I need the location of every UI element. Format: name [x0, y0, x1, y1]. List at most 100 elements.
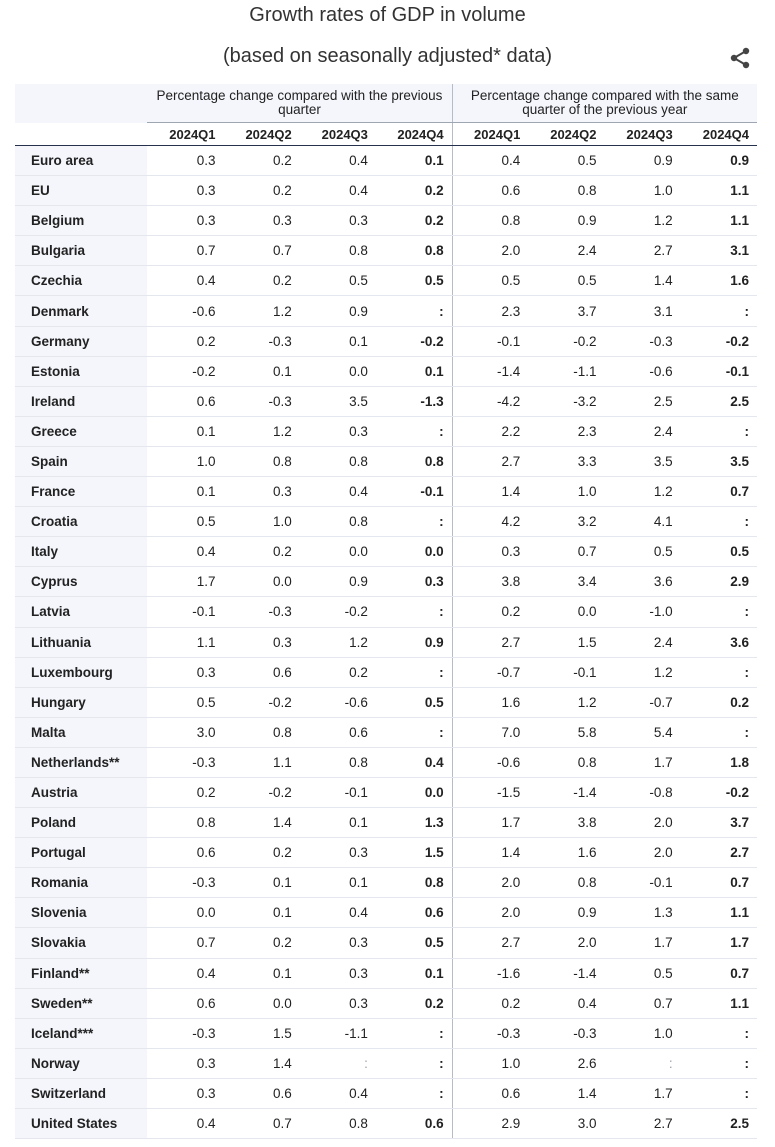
table-cell: : [680, 717, 757, 748]
table-cell: 1.3 [604, 897, 681, 929]
table-cell: 1.4 [604, 265, 681, 297]
table-cell: 1.5 [528, 627, 605, 658]
table-cell: 2.0 [604, 837, 681, 869]
table-row: Croatia 0.5 1.0 0.8:4.2 3.2 4.1: [15, 506, 757, 538]
table-cell: 0.8 [528, 747, 605, 778]
row-country-name: Belgium [15, 205, 148, 237]
table-row: France 0.1 0.3 0.4 -0.1 1.4 1.0 1.2 0.7 [15, 476, 757, 508]
table-cell: 0.4 [299, 897, 376, 929]
table-cell: 0.1 [375, 356, 453, 387]
table-cell: -0.3 [147, 1017, 224, 1049]
table-cell: -0.2 [680, 777, 757, 809]
table-cell: -0.6 [604, 356, 681, 387]
table-cell: 0.2 [375, 175, 453, 207]
table-cell: 3.8 [528, 807, 605, 839]
table-row: Bulgaria 0.7 0.7 0.8 0.8 2.0 2.4 2.7 3.1 [15, 235, 757, 267]
table-cell: : [375, 657, 453, 688]
table-row: Norway 0.3 1.4::1.0 2.6:: [15, 1048, 757, 1079]
table-cell: 0.7 [680, 958, 757, 989]
table-cell: 1.1 [680, 175, 757, 207]
row-country-name: Denmark [15, 295, 148, 327]
table-cell: 0.2 [223, 927, 300, 959]
table-cell: 0.8 [375, 446, 453, 478]
table-cell: 0.2 [375, 988, 453, 1019]
table-cell: 0.8 [528, 175, 605, 207]
table-cell: 4.1 [604, 506, 681, 538]
table-cell: 0.5 [299, 265, 376, 297]
row-country-name: Switzerland [15, 1078, 148, 1110]
table-cell: 0.9 [528, 205, 605, 237]
table-cell: -0.6 [299, 687, 376, 718]
quarter-header: 2024Q2 [528, 122, 605, 146]
table-cell: 5.8 [528, 717, 605, 748]
quarter-header-corner [15, 122, 148, 146]
table-cell: 1.5 [375, 837, 453, 869]
table-row: Hungary 0.5 -0.2 -0.6 0.5 1.6 1.2 -0.7 0.2 [15, 687, 757, 718]
table-row: Finland** 0.4 0.1 0.3 0.1 -1.6 -1.4 0.5 0.7 [15, 958, 757, 989]
table-cell: 2.7 [604, 1107, 681, 1140]
table-cell: 0.3 [299, 416, 376, 447]
quarter-header: 2024Q1 [147, 122, 224, 146]
table-cell: 0.3 [147, 657, 224, 688]
table-cell: 0.6 [375, 897, 453, 929]
table-cell: -0.2 [223, 777, 300, 809]
table-cell: 2.6 [528, 1048, 605, 1079]
table-cell: 3.6 [604, 566, 681, 598]
table-cell: 3.0 [528, 1107, 605, 1140]
table-cell: -0.1 [375, 476, 453, 508]
table-cell: -1.0 [604, 596, 681, 628]
row-country-name: Czechia [15, 265, 148, 297]
table-cell: -0.3 [147, 867, 224, 899]
row-country-name: Slovenia [15, 897, 148, 929]
table-cell: -0.7 [604, 687, 681, 718]
table-cell: -0.2 [223, 687, 300, 718]
share-icon[interactable] [728, 46, 752, 70]
table-cell: -0.1 [451, 326, 529, 357]
table-cell: 0.6 [223, 1078, 300, 1110]
table-cell: 0.5 [604, 958, 681, 989]
table-cell: -0.1 [604, 867, 681, 899]
table-cell: : [375, 1048, 453, 1079]
table-cell: : [375, 1017, 453, 1049]
table-cell: 2.7 [451, 927, 529, 959]
table-cell: 0.3 [223, 476, 300, 508]
table-cell: 1.7 [680, 927, 757, 959]
page-title: Growth rates of GDP in volume [249, 4, 526, 26]
gdp-growth-table: Percentage change compared with the prev… [15, 84, 757, 1140]
table-cell: 0.8 [147, 807, 224, 839]
table-cell: 3.1 [604, 295, 681, 327]
table-cell: -0.1 [147, 596, 224, 628]
table-row: Sweden** 0.6 0.0 0.3 0.2 0.2 0.4 0.7 1.1 [15, 988, 757, 1019]
table-cell: 0.5 [147, 506, 224, 538]
table-cell: 0.2 [147, 326, 224, 357]
group-header-previous-quarter: Percentage change compared with the prev… [147, 84, 453, 123]
table-cell: 0.2 [680, 687, 757, 718]
table-cell: 1.0 [604, 175, 681, 207]
table-cell: 3.2 [528, 506, 605, 538]
table-cell: 0.3 [451, 536, 529, 568]
table-cell: 0.3 [147, 1048, 224, 1079]
table-cell: 0.4 [299, 145, 376, 177]
table-cell: 2.3 [528, 416, 605, 447]
table-cell: 0.5 [451, 265, 529, 297]
table-cell: 1.4 [451, 476, 529, 508]
table-cell: 0.2 [375, 205, 453, 237]
row-country-name: France [15, 476, 148, 508]
quarter-header: 2024Q1 [451, 122, 529, 146]
table-cell: 0.8 [528, 867, 605, 899]
table-cell: 0.1 [375, 145, 453, 177]
table-cell: 1.0 [451, 1048, 529, 1079]
table-cell: : [680, 1048, 757, 1079]
row-country-name: Greece [15, 416, 148, 447]
table-row: Malta 3.0 0.8 0.6:7.0 5.8 5.4: [15, 717, 757, 748]
table-cell: 0.7 [680, 867, 757, 899]
table-row: Switzerland 0.3 0.6 0.4:0.6 1.4 1.7: [15, 1078, 757, 1110]
table-cell: 2.0 [528, 927, 605, 959]
table-cell: -1.6 [451, 958, 529, 989]
row-country-name: Norway [15, 1048, 148, 1079]
table-cell: 0.0 [375, 777, 453, 809]
table-cell: 1.6 [528, 837, 605, 869]
row-country-name: Portugal [15, 837, 148, 869]
table-cell: 1.7 [604, 747, 681, 778]
table-cell: 0.2 [223, 837, 300, 869]
